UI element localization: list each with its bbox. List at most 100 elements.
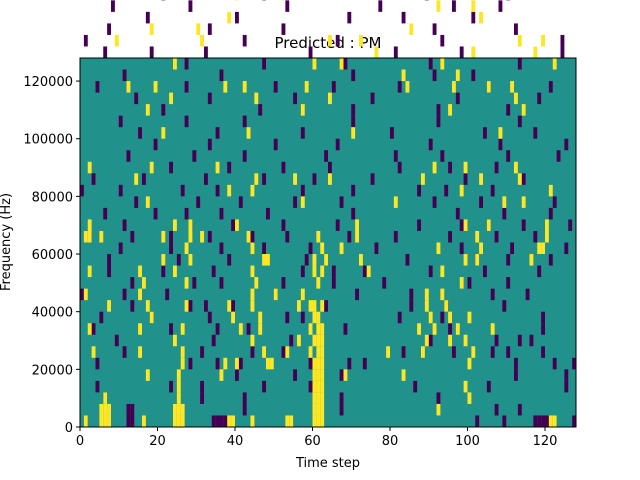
low-cell	[289, 334, 294, 347]
low-cell	[134, 196, 139, 208]
high-cell	[432, 161, 437, 174]
low-cell	[153, 207, 158, 220]
low-cell	[130, 403, 135, 416]
high-cell	[459, 184, 464, 197]
high-cell	[87, 265, 92, 278]
high-cell	[176, 369, 181, 381]
high-cell	[176, 380, 181, 393]
low-cell	[281, 277, 286, 289]
high-cell	[103, 403, 108, 416]
low-cell	[545, 415, 549, 427]
low-cell	[564, 138, 569, 151]
high-cell	[459, 277, 464, 289]
high-cell	[514, 92, 518, 105]
low-cell	[370, 92, 375, 105]
high-cell	[436, 403, 441, 416]
high-cell	[355, 219, 359, 231]
plot-area	[79, 0, 577, 428]
low-cell	[207, 138, 212, 151]
x-tick-label: 40	[227, 434, 244, 449]
high-cell	[87, 230, 92, 243]
high-cell	[180, 346, 185, 358]
low-cell	[242, 403, 247, 416]
high-cell	[262, 254, 266, 266]
high-cell	[312, 380, 317, 393]
high-cell	[188, 254, 193, 266]
high-cell	[312, 392, 317, 404]
y-tick-label: 0	[65, 421, 73, 436]
high-cell	[223, 81, 228, 93]
low-cell	[409, 300, 414, 312]
low-cell	[339, 369, 344, 381]
high-cell	[231, 415, 235, 427]
high-cell	[320, 415, 325, 427]
low-cell	[525, 288, 530, 301]
high-cell	[486, 81, 491, 93]
low-cell	[184, 58, 189, 70]
low-cell	[184, 207, 189, 220]
high-cell	[328, 34, 332, 47]
high-cell	[107, 415, 111, 427]
low-cell	[304, 254, 309, 266]
high-cell	[463, 334, 468, 347]
low-cell	[428, 58, 433, 70]
high-cell	[405, 81, 410, 93]
low-cell	[200, 380, 204, 393]
low-cell	[413, 380, 418, 393]
low-cell	[517, 403, 522, 416]
low-cell	[91, 323, 96, 335]
high-cell	[440, 265, 445, 278]
low-cell	[506, 254, 511, 266]
high-cell	[312, 58, 317, 70]
high-cell	[145, 104, 150, 116]
low-cell	[130, 415, 135, 427]
high-cell	[529, 254, 534, 266]
low-cell	[227, 161, 232, 174]
high-cell	[173, 415, 177, 427]
high-cell	[103, 415, 108, 427]
high-cell	[312, 369, 317, 381]
high-cell	[436, 242, 441, 255]
high-cell	[471, 0, 476, 12]
low-cell	[324, 300, 328, 312]
high-cell	[227, 415, 232, 427]
low-cell	[231, 300, 235, 312]
low-cell	[347, 230, 352, 243]
low-cell	[572, 357, 576, 370]
low-cell	[215, 415, 220, 427]
high-cell	[308, 346, 313, 358]
high-cell	[246, 230, 251, 243]
high-cell	[521, 196, 526, 208]
low-cell	[169, 242, 173, 255]
low-cell	[118, 115, 123, 128]
low-cell	[300, 265, 305, 278]
high-cell	[498, 127, 503, 139]
low-cell	[204, 46, 208, 58]
high-cell	[320, 334, 325, 347]
high-cell	[320, 403, 325, 416]
low-cell	[436, 115, 441, 128]
low-cell	[374, 242, 379, 255]
high-cell	[145, 369, 150, 381]
high-cell	[242, 81, 247, 93]
low-cell	[382, 277, 387, 289]
low-cell	[490, 184, 495, 197]
high-cell	[149, 161, 154, 174]
high-cell	[421, 173, 425, 185]
low-cell	[521, 173, 526, 185]
high-cell	[196, 23, 201, 35]
high-cell	[297, 334, 301, 347]
low-cell	[432, 23, 437, 35]
high-cell	[463, 254, 468, 266]
high-cell	[254, 173, 259, 185]
low-cell	[107, 254, 111, 266]
low-cell	[204, 300, 208, 312]
high-cell	[83, 230, 88, 243]
high-cell	[180, 415, 185, 427]
high-cell	[424, 334, 429, 347]
high-cell	[258, 311, 263, 324]
high-cell	[486, 219, 491, 231]
low-cell	[436, 104, 441, 116]
high-cell	[149, 23, 154, 35]
low-cell	[242, 34, 247, 47]
